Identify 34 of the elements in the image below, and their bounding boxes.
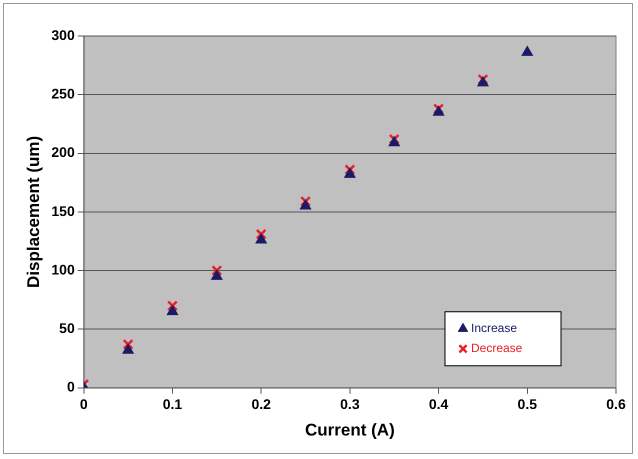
x-tick-label: 0.1	[162, 396, 182, 412]
point	[166, 300, 178, 312]
point	[122, 338, 134, 350]
point	[477, 76, 489, 86]
y-tick-label: 200	[51, 144, 75, 160]
x-tick-label: 0.5	[518, 396, 538, 412]
y-tick-label: 150	[51, 202, 75, 219]
point	[300, 196, 312, 207]
x-axis-title: Current (A)	[305, 420, 395, 440]
point	[211, 270, 223, 280]
point	[256, 228, 267, 240]
y-tick-label: 300	[51, 26, 75, 43]
point	[432, 106, 444, 116]
legend-label: Decrease	[471, 341, 523, 356]
point	[388, 136, 400, 146]
point	[344, 168, 356, 178]
x-tick-label: 0.4	[428, 396, 449, 412]
point	[166, 305, 178, 316]
point	[211, 265, 222, 276]
point	[522, 46, 533, 56]
y-tick-label: 250	[51, 85, 75, 102]
point	[300, 200, 312, 210]
x-tick-label: 0.6	[606, 396, 626, 412]
y-tick-label: 100	[51, 261, 75, 278]
y-tick-label: 50	[59, 320, 75, 336]
y-tick-label: 0	[66, 378, 75, 395]
x-tick-label: 0.3	[340, 396, 360, 412]
legend-label: Increase	[471, 321, 518, 336]
x-tick-label: 0	[80, 396, 88, 412]
point	[344, 164, 356, 176]
x-tick-label: 0.2	[251, 396, 272, 412]
point	[255, 234, 267, 244]
point	[122, 344, 134, 354]
y-axis-title: Displacement (um)	[24, 136, 43, 288]
